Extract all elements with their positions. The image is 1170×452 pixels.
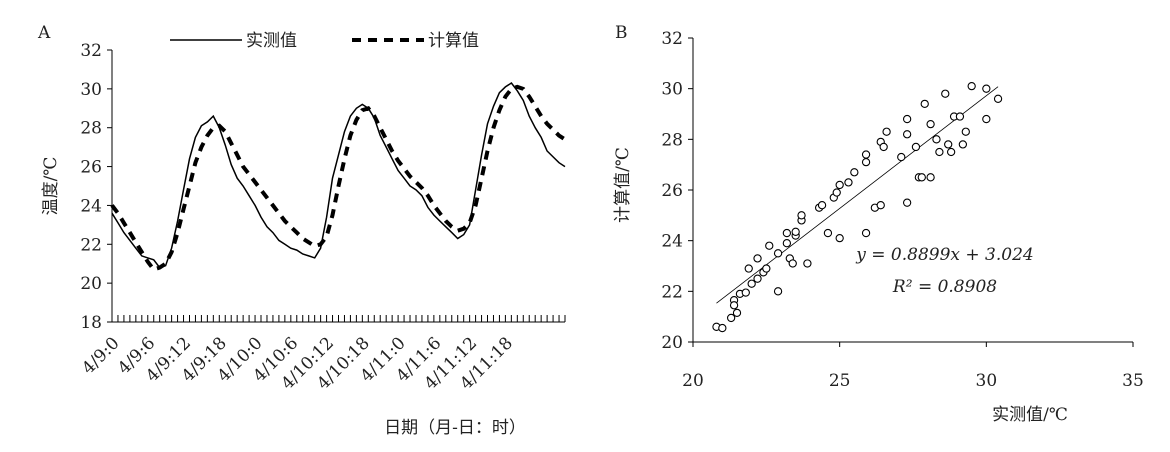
r-squared: R² = 0.8908 xyxy=(892,277,997,297)
series-line xyxy=(110,84,567,272)
scatter-point xyxy=(791,227,800,236)
equation: y = 0.8899x + 3.024 xyxy=(855,245,1033,265)
scatter-point xyxy=(844,178,853,187)
scatter-point xyxy=(803,259,812,268)
scatter-point xyxy=(926,173,935,182)
legend-label: 实测值 xyxy=(246,31,297,51)
scatter-point xyxy=(753,274,762,283)
scatter-point xyxy=(835,180,844,190)
scatter-point xyxy=(788,259,797,268)
scatter-point xyxy=(762,264,771,273)
scatter-point xyxy=(911,142,921,152)
scatter-point xyxy=(955,112,965,121)
scatter-point xyxy=(982,84,991,93)
scatter-point xyxy=(932,135,941,144)
scatter-point xyxy=(729,301,739,310)
x-tick-label: 35 xyxy=(1122,371,1144,391)
scatter-point xyxy=(823,228,833,238)
scatter-point xyxy=(902,114,912,124)
x-tick-label: 25 xyxy=(829,371,851,391)
y-tick-label: 22 xyxy=(661,282,683,302)
scatter-point xyxy=(744,264,753,273)
y-tick-label: 26 xyxy=(80,158,102,178)
scatter-point xyxy=(773,287,783,296)
scatter-point xyxy=(982,114,991,124)
scatter-point xyxy=(902,198,912,207)
scatter-point xyxy=(961,127,970,136)
legend-label: 计算值 xyxy=(428,31,479,51)
scatter-point xyxy=(944,140,953,149)
y-tick-label: 24 xyxy=(661,232,683,252)
scatter-point xyxy=(876,201,885,210)
scatter-point xyxy=(782,239,792,248)
panel-label: B xyxy=(615,23,628,43)
scatter-point xyxy=(832,188,841,197)
series-line xyxy=(111,81,566,269)
scatter-point xyxy=(732,308,742,318)
y-tick-label: 32 xyxy=(661,29,683,49)
scatter-point xyxy=(861,228,871,238)
scatter-point xyxy=(926,119,935,129)
y-tick-label: 32 xyxy=(80,41,102,61)
scatter-point xyxy=(879,142,888,152)
y-tick-label: 26 xyxy=(661,181,683,201)
scatter-point xyxy=(941,89,950,98)
y-tick-label: 24 xyxy=(80,196,102,216)
scatter-point xyxy=(967,81,976,91)
scatter-point xyxy=(946,147,956,157)
scatter-point xyxy=(718,323,727,333)
scatter-point xyxy=(817,201,827,210)
x-tick-label: 20 xyxy=(682,371,704,391)
scatter-point xyxy=(897,152,906,162)
scatter-point xyxy=(861,150,871,159)
y-axis-label: 计算值/℃ xyxy=(613,147,633,223)
scatter-point xyxy=(850,168,859,177)
scatter-point xyxy=(935,147,944,157)
y-tick-label: 30 xyxy=(661,80,683,100)
x-tick-label: 4/9:0 xyxy=(78,333,123,378)
y-tick-label: 20 xyxy=(80,274,102,294)
scatter-point xyxy=(993,94,1003,103)
scatter-point xyxy=(726,313,736,323)
scatter-point xyxy=(902,130,912,139)
scatter-point xyxy=(917,173,926,182)
x-tick-label: 30 xyxy=(976,371,998,391)
scatter-point xyxy=(773,249,783,258)
scatter-point xyxy=(741,288,750,297)
panel-label: A xyxy=(37,23,51,43)
scatter-point xyxy=(753,254,762,263)
scatter-point xyxy=(782,228,792,238)
scatter-point xyxy=(765,241,774,250)
scatter-point xyxy=(958,140,968,149)
x-axis-label: 日期（月-日：时） xyxy=(384,418,526,438)
y-axis-label: 温度/℃ xyxy=(41,157,61,216)
scatter-point xyxy=(882,127,891,136)
scatter-point xyxy=(797,211,806,220)
y-tick-label: 28 xyxy=(661,130,683,150)
y-tick-label: 22 xyxy=(80,235,102,255)
y-tick-label: 20 xyxy=(661,333,683,353)
x-axis-label: 实测值/℃ xyxy=(992,405,1068,425)
scatter-point xyxy=(920,99,929,109)
scatter-point xyxy=(747,279,756,288)
scatter-point xyxy=(835,233,844,243)
y-tick-label: 18 xyxy=(80,313,102,333)
y-tick-label: 28 xyxy=(80,119,102,139)
y-tick-label: 30 xyxy=(80,80,102,100)
scatter-point xyxy=(861,157,871,167)
